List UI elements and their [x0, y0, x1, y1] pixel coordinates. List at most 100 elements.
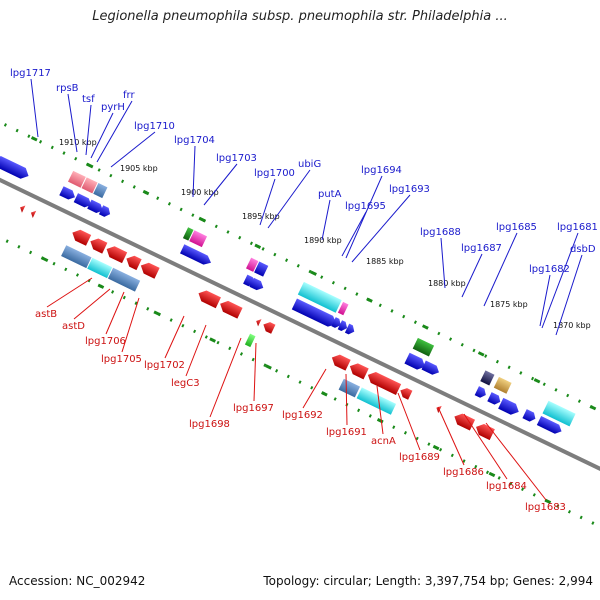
gene-label-pyrH: pyrH: [101, 102, 125, 113]
gene-label-lpg1695: lpg1695: [345, 201, 386, 212]
gene-label-lpg1710: lpg1710: [134, 121, 175, 132]
label-leader-line: [463, 413, 508, 480]
label-leader-line: [302, 368, 327, 409]
category-box: [338, 378, 361, 398]
category-box: [254, 261, 269, 277]
gene-label-lpg1703: lpg1703: [216, 153, 257, 164]
reverse-genes: [20, 205, 495, 441]
gene-label-astB: astB: [35, 309, 57, 320]
label-leader-line: [30, 78, 39, 138]
category-box: [245, 257, 259, 272]
category-box: [337, 301, 349, 316]
forward-gene-arrow: [0, 155, 29, 179]
scale-tick-label: 1880 kbp: [428, 279, 466, 288]
label-leader-line: [539, 274, 551, 327]
forward-gene-arrow: [98, 205, 111, 217]
genome-backbone: [0, 165, 600, 495]
gene-label-lpg1685: lpg1685: [496, 222, 537, 233]
label-leader-line: [46, 277, 93, 308]
reverse-gene-arrow: [349, 363, 369, 380]
label-leader-line: [555, 254, 583, 336]
reverse-gene-arrow: [106, 246, 128, 264]
forward-gene-arrow: [331, 317, 341, 328]
gene-label-lpg1702: lpg1702: [144, 360, 185, 371]
scale-tick-label: 1900 kbp: [181, 188, 219, 197]
reverse-gene-arrow: [140, 262, 160, 279]
gene-label-legC3: legC3: [171, 378, 200, 389]
reverse-gene-arrow: [367, 372, 402, 395]
gene-label-lpg1687: lpg1687: [461, 243, 502, 254]
label-leader-line: [345, 373, 348, 426]
label-leader-line: [483, 232, 518, 307]
gene-label-lpg1700: lpg1700: [254, 168, 295, 179]
label-leader-line: [376, 385, 384, 435]
forward-gene-arrow: [59, 186, 75, 200]
reverse-gene-arrow: [454, 413, 476, 431]
label-leader-line: [85, 104, 92, 156]
label-leader-line: [485, 422, 547, 501]
label-leader-line: [121, 297, 140, 353]
label-leader-line: [321, 199, 331, 241]
category-box: [87, 257, 113, 279]
label-leader-line: [259, 178, 276, 226]
reverse-track-dots: [0, 216, 600, 532]
gene-label-frr: frr: [123, 90, 135, 101]
reverse-gene-arrow: [220, 300, 243, 319]
label-leader-line: [440, 237, 446, 289]
label-leader-line: [90, 112, 114, 159]
gene-label-acnA: acnA: [371, 436, 396, 447]
gene-label-lpg1684: lpg1684: [486, 481, 527, 492]
category-box: [493, 376, 512, 394]
category-box: [542, 400, 576, 427]
gene-label-dsbD: dsbD: [570, 244, 596, 255]
reverse-gene-arrow: [20, 205, 26, 213]
label-leader-line: [351, 194, 411, 263]
reverse-gene-arrow: [331, 354, 351, 371]
reverse-gene-arrow: [72, 229, 92, 246]
gene-label-lpg1717: lpg1717: [10, 68, 51, 79]
label-leader-line: [541, 232, 579, 329]
forward-gene-arrow: [421, 360, 439, 375]
scale-tick-label: 1910 kbp: [59, 138, 97, 147]
scale-tick-label: 1875 kbp: [490, 300, 528, 309]
reverse-gene-arrow: [400, 388, 413, 400]
reverse-gene-arrow: [263, 322, 276, 334]
gene-label-lpg1693: lpg1693: [389, 184, 430, 195]
scale-tick-label: 1890 kbp: [304, 236, 342, 245]
scale-tick-label: 1885 kbp: [366, 257, 404, 266]
forward-gene-labels: lpg1717rpsBtsfpyrHfrrlpg1710lpg1704lpg17…: [10, 68, 598, 336]
gene-label-lpg1688: lpg1688: [420, 227, 461, 238]
category-box: [61, 245, 92, 269]
gene-label-lpg1689: lpg1689: [399, 452, 440, 463]
accession-text: Accession: NC_002942: [9, 574, 146, 588]
forward-gene-arrow: [474, 386, 486, 398]
category-box: [297, 281, 342, 313]
gene-label-lpg1698: lpg1698: [189, 419, 230, 430]
reverse-gene-arrow: [198, 290, 221, 309]
topology-text: Topology: circular; Length: 3,397,754 bp…: [263, 574, 593, 588]
genome-track: [0, 123, 600, 532]
category-box: [356, 387, 397, 415]
category-box: [182, 227, 194, 241]
scale-tick-label: 1905 kbp: [120, 164, 158, 173]
label-leader-line: [96, 100, 133, 163]
reverse-gene-arrow: [90, 238, 108, 254]
label-leader-line: [341, 211, 367, 257]
gene-label-lpg1704: lpg1704: [174, 135, 215, 146]
category-box: [81, 177, 98, 194]
label-leader-line: [461, 253, 483, 298]
forward-gene-arrow: [498, 397, 519, 415]
reverse-gene-arrow: [126, 255, 142, 271]
label-leader-line: [185, 324, 207, 377]
gene-label-lpg1681: lpg1681: [557, 222, 598, 233]
gene-label-lpg1697: lpg1697: [233, 403, 274, 414]
gene-label-lpg1692: lpg1692: [282, 410, 323, 421]
forward-gene-arrow: [487, 392, 501, 405]
forward-gene-arrow: [344, 323, 355, 335]
label-leader-line: [192, 145, 196, 198]
category-box: [412, 337, 435, 357]
forward-gene-arrow: [190, 249, 212, 265]
label-leader-line: [164, 315, 185, 359]
